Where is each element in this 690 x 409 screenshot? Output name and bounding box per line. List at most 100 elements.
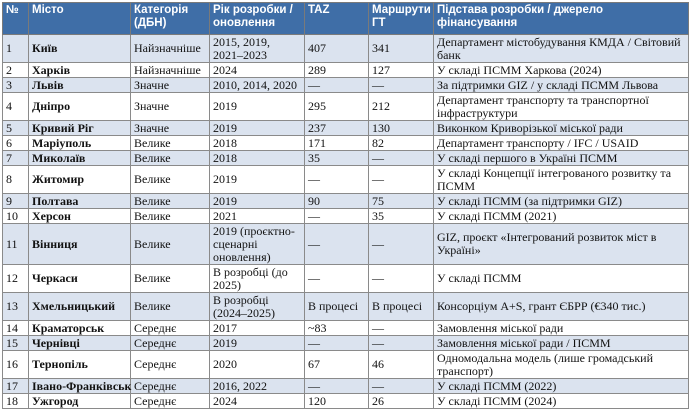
cell-source: За підтримки GIZ / у складі ПСММ Львова bbox=[433, 77, 689, 93]
table-row: 16 Тернопіль Середнє 2020 67 46 Одномодальна м… bbox=[2, 350, 689, 379]
cell-source: У складі Концепції інтегрованого розвитк… bbox=[433, 165, 689, 194]
cell-category: Велике bbox=[130, 223, 210, 265]
cell-year: 2010, 2014, 2020 bbox=[209, 77, 305, 93]
cell-number: 1 bbox=[2, 34, 29, 63]
cell-taz: ~83 bbox=[304, 320, 369, 336]
cell-taz: 295 bbox=[304, 92, 369, 121]
cell-source: Замовлення міської ради bbox=[433, 320, 689, 336]
cell-category: Велике bbox=[130, 208, 210, 224]
cell-city: Полтава bbox=[28, 193, 131, 209]
cell-number: 16 bbox=[2, 350, 29, 379]
cell-category: Середнє bbox=[130, 335, 210, 351]
cell-city: Ужгород bbox=[28, 393, 131, 409]
table-row: 4 Дніпро Значне 2019 295 212 Департамент транс… bbox=[2, 92, 689, 121]
cell-source: Департамент містобудування КМДА / Світов… bbox=[433, 34, 689, 63]
cell-routes: 130 bbox=[368, 120, 434, 136]
cell-year: 2016, 2022 bbox=[209, 378, 305, 394]
cell-category: Велике bbox=[130, 165, 210, 194]
cell-source: Замовлення міської ради / ПСММ bbox=[433, 335, 689, 351]
cell-routes: — bbox=[368, 320, 434, 336]
table-row: 9 Полтава Велике 2019 90 75 У складі ПСММ (за … bbox=[2, 193, 689, 209]
cell-routes: 82 bbox=[368, 135, 434, 151]
cell-city: Чернівці bbox=[28, 335, 131, 351]
cell-city: Івано-Франківськ bbox=[28, 378, 131, 394]
cell-city: Миколаїв bbox=[28, 150, 131, 166]
cell-taz: 237 bbox=[304, 120, 369, 136]
cell-category: Велике bbox=[130, 135, 210, 151]
cell-year: 2019 bbox=[209, 335, 305, 351]
cell-category: Середнє bbox=[130, 320, 210, 336]
cell-routes: 26 bbox=[368, 393, 434, 409]
cell-city: Харків bbox=[28, 62, 131, 78]
cell-number: 11 bbox=[2, 223, 29, 265]
cell-routes: 212 bbox=[368, 92, 434, 121]
cell-number: 12 bbox=[2, 264, 29, 293]
cell-number: 9 bbox=[2, 193, 29, 209]
table-row: 2 Харків Найзначніше 2024 289 127 У складі ПСМ… bbox=[2, 62, 689, 78]
cell-city: Вінниця bbox=[28, 223, 131, 265]
cell-number: 8 bbox=[2, 165, 29, 194]
cell-taz: — bbox=[304, 378, 369, 394]
cell-number: 15 bbox=[2, 335, 29, 351]
cell-routes: — bbox=[368, 264, 434, 293]
header-routes: Маршрути ГТ bbox=[368, 2, 434, 35]
cell-taz: 120 bbox=[304, 393, 369, 409]
table-row: 5 Кривий Ріг Значне 2019 237 130 Виконком Крив… bbox=[2, 120, 689, 136]
table-row: 8 Житомир Велике 2019— — У складі Концепції і… bbox=[2, 165, 689, 194]
header-source: Підстава розробки / джерело фінансування bbox=[433, 2, 689, 35]
cell-taz: 171 bbox=[304, 135, 369, 151]
cell-year: 2020 bbox=[209, 350, 305, 379]
cell-number: 18 bbox=[2, 393, 29, 409]
cell-category: Значне bbox=[130, 77, 210, 93]
header-number: № bbox=[2, 2, 29, 35]
cell-taz: 90 bbox=[304, 193, 369, 209]
cell-year: 2019 (проєктно-сценарні оновлення) bbox=[209, 223, 305, 265]
cell-year: 2015, 2019, 2021–2023 bbox=[209, 34, 305, 63]
cell-city: Кривий Ріг bbox=[28, 120, 131, 136]
cell-year: В розробці (до 2025) bbox=[209, 264, 305, 293]
cell-taz: — bbox=[304, 264, 369, 293]
table-row: 15 Чернівці Середнє 2019— — Замовлення місько… bbox=[2, 335, 689, 351]
cell-routes: — bbox=[368, 223, 434, 265]
cell-year: 2024 bbox=[209, 393, 305, 409]
header-year: Рік розробки / оновлення bbox=[209, 2, 305, 35]
cell-source: У складі ПСММ (2021) bbox=[433, 208, 689, 224]
cell-source: У складі ПСММ bbox=[433, 264, 689, 293]
cell-number: 13 bbox=[2, 292, 29, 321]
cell-number: 4 bbox=[2, 92, 29, 121]
cell-number: 10 bbox=[2, 208, 29, 224]
cell-city: Херсон bbox=[28, 208, 131, 224]
cell-number: 14 bbox=[2, 320, 29, 336]
cell-source: У складі ПСММ (2024) bbox=[433, 393, 689, 409]
table-row: 13 Хмельницький Велике В розробці (2024–202… bbox=[2, 292, 689, 321]
table-row: 11 Вінниця Велике 2019 (проєктно-сценарні о… bbox=[2, 223, 689, 265]
cell-year: В розробці (2024–2025) bbox=[209, 292, 305, 321]
cell-number: 3 bbox=[2, 77, 29, 93]
cell-source: У складі першого в Україні ПСММ bbox=[433, 150, 689, 166]
cell-routes: 127 bbox=[368, 62, 434, 78]
cell-source: Консорціум A+S, грант ЄБРР (€340 тис.) bbox=[433, 292, 689, 321]
cell-routes: — bbox=[368, 335, 434, 351]
cell-category: Велике bbox=[130, 193, 210, 209]
table-row: 7 Миколаїв Велике 2018 35— У складі першого в… bbox=[2, 150, 689, 166]
cell-taz: В процесі bbox=[304, 292, 369, 321]
cell-number: 7 bbox=[2, 150, 29, 166]
cell-source: У складі ПСММ Харкова (2024) bbox=[433, 62, 689, 78]
cell-category: Середнє bbox=[130, 350, 210, 379]
cell-source: Департамент транспорту / IFC / USAID bbox=[433, 135, 689, 151]
cell-routes: В процесі bbox=[368, 292, 434, 321]
cell-category: Середнє bbox=[130, 393, 210, 409]
cell-year: 2019 bbox=[209, 92, 305, 121]
cell-source: Виконком Криворізької міської ради bbox=[433, 120, 689, 136]
table-row: 6 Маріуполь Велике 2018 171 82 Департамент тра… bbox=[2, 135, 689, 151]
cell-source: У складі ПСММ (за підтримки GIZ) bbox=[433, 193, 689, 209]
header-category: Категорія (ДБН) bbox=[130, 2, 210, 35]
table-body: 1 Київ Найзначніше 2015, 2019, 2021–2023 407… bbox=[2, 34, 689, 409]
cell-source: Департамент транспорту та транспортної і… bbox=[433, 92, 689, 121]
cell-year: 2018 bbox=[209, 150, 305, 166]
cell-number: 6 bbox=[2, 135, 29, 151]
cell-routes: 35 bbox=[368, 208, 434, 224]
cell-routes: 75 bbox=[368, 193, 434, 209]
table-row: 18 Ужгород Середнє 2024 120 26 У складі ПСММ (… bbox=[2, 393, 689, 409]
